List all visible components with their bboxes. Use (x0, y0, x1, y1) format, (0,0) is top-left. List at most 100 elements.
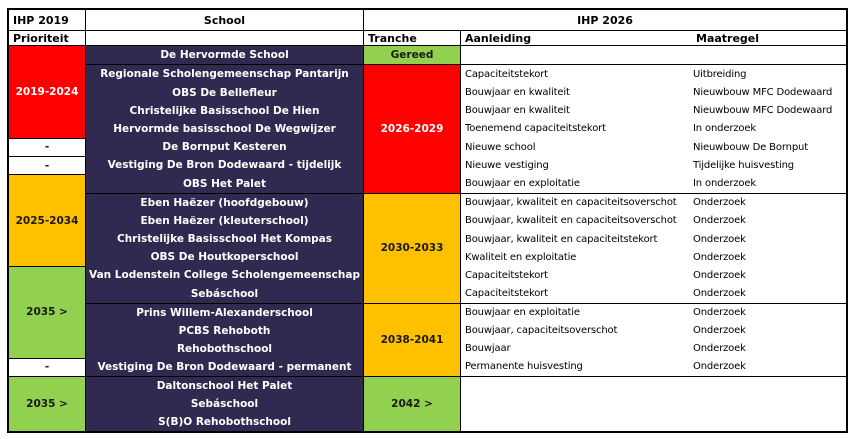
school-cell: Christelijke Basisschool De Hien (129, 104, 320, 117)
aanleiding-cell: Bouwjaar en kwaliteit (465, 105, 570, 117)
aanleiding-maatregel-row: Bouwjaar en exploitatie Onderzoek (461, 304, 846, 322)
maatregel-cell: In onderzoek (693, 178, 757, 190)
aanleiding-maatregel-row: Bouwjaar Onderzoek (461, 340, 846, 358)
aanleiding-cell: Nieuwe school (465, 141, 536, 153)
school-cell: OBS De Houtkoperschool (150, 251, 299, 264)
aanleiding-maatregel-row: Bouwjaar, kwaliteit en capaciteitstekort… (461, 230, 846, 248)
ihp-planning-table: IHP 2019 School IHP 2026 Prioriteit Tran… (7, 8, 848, 433)
header-tranche: Tranche (364, 31, 461, 46)
header-school: School (86, 10, 364, 31)
school-cell: PCBS Rehoboth (178, 324, 271, 337)
maatregel-cell: Nieuwbouw De Bornput (693, 141, 808, 153)
maatregel-cell: Onderzoek (693, 197, 746, 209)
aanleiding-cell: Bouwjaar, capaciteitsoverschot (465, 325, 618, 337)
school-cell: Daltonschool Het Palet (156, 380, 293, 392)
priority-cell: 2019-2024 (9, 46, 86, 138)
aanleiding-cell: Toenemend capaciteitstekort (465, 123, 606, 135)
priority-cell: - (9, 156, 86, 175)
aanleiding-cell: Nieuwe vestiging (465, 159, 549, 171)
aanleiding-maatregel-group (461, 46, 846, 64)
school-cell: De Bornput Kesteren (162, 141, 287, 154)
aanleiding-maatregel-row: Bouwjaar en kwaliteit Nieuwbouw MFC Dodew… (461, 102, 846, 120)
school-cell: Van Lodenstein College Scholengemeenscha… (89, 269, 360, 282)
priority-cell: 2025-2034 (9, 174, 86, 266)
aanleiding-maatregel-row: Bouwjaar, capaciteitsoverschot Onderzoek (461, 322, 846, 340)
aanleiding-cell: Capaciteitstekort (465, 68, 548, 80)
tranche-cell: 2042 > (364, 376, 461, 431)
priority-cell: 2035 > (9, 266, 86, 358)
aanleiding-cell: Bouwjaar en kwaliteit (465, 87, 570, 99)
school-cell: Rehobothschool (176, 342, 273, 355)
aanleiding-cell: Bouwjaar, kwaliteit en capaciteitstekort (465, 233, 658, 245)
school-cell: OBS Het Palet (183, 177, 266, 190)
header-maatregel: Maatregel (692, 31, 846, 46)
maatregel-cell: Onderzoek (693, 307, 746, 319)
aanleiding-maatregel-row: Nieuwe vestiging Tijdelijke huisvesting (461, 156, 846, 174)
school-cell: Hervormde basisschool De Wegwijzer (113, 122, 336, 135)
maatregel-cell: Tijdelijke huisvesting (693, 159, 794, 171)
school-cell: S(B)O Rehobothschool (158, 416, 291, 428)
school-cell: Regionale Scholengemeenschap Pantarijn (100, 68, 349, 81)
aanleiding-maatregel-row: Capaciteitstekort Onderzoek (461, 266, 846, 284)
aanleiding-maatregel-row: Bouwjaar en exploitatie In onderzoek (461, 174, 846, 192)
school-cell: Sebáschool (190, 398, 259, 410)
aanleiding-maatregel-group: Capaciteitstekort Uitbreiding Bouwjaar en … (461, 64, 846, 192)
maatregel-cell: Onderzoek (693, 215, 746, 227)
header-prioriteit: Prioriteit (9, 31, 86, 46)
aanleiding-cell: Capaciteitstekort (465, 288, 548, 300)
school-cell: De Hervormde School (160, 49, 289, 62)
aanleiding-cell: Kwaliteit en exploitatie (465, 251, 577, 263)
aanleiding-cell: Permanente huisvesting (465, 361, 583, 373)
school-cell: Christelijke Basisschool Het Kompas (117, 233, 332, 246)
aanleiding-maatregel-row (461, 395, 846, 413)
school-cell: Sebáschool (190, 287, 259, 300)
school-group: Daltonschool Het Palet Sebáschool S(B)O Re… (86, 376, 364, 431)
maatregel-cell: Onderzoek (693, 288, 746, 300)
priority-cell: 2035 > (9, 376, 86, 431)
aanleiding-maatregel-group: Bouwjaar, kwaliteit en capaciteitsoversc… (461, 192, 846, 303)
aanleiding-cell: Bouwjaar en exploitatie (465, 178, 580, 190)
aanleiding-cell: Bouwjaar, kwaliteit en capaciteitsoversc… (465, 215, 677, 227)
school-cell: Prins Willem-Alexanderschool (136, 306, 313, 319)
maatregel-cell: Nieuwbouw MFC Dodewaard (693, 105, 833, 117)
priority-cell: - (9, 137, 86, 156)
header-school-blank (86, 31, 364, 46)
school-cell: Eben Haëzer (kleuterschool) (140, 214, 309, 227)
school-group: Prins Willem-Alexanderschool PCBS Rehobot… (86, 302, 364, 376)
aanleiding-cell: Bouwjaar (465, 343, 511, 355)
aanleiding-maatregel-row: Permanente huisvesting Onderzoek (461, 358, 846, 376)
maatregel-cell: Onderzoek (693, 269, 746, 281)
header-ihp-2026: IHP 2026 (364, 10, 846, 31)
school-cell: Vestiging De Bron Dodewaard - permanent (97, 360, 352, 373)
tranche-cell: Gereed (364, 46, 461, 65)
maatregel-cell: Onderzoek (693, 361, 746, 373)
maatregel-cell: Onderzoek (693, 251, 746, 263)
aanleiding-maatregel-group: Bouwjaar en exploitatie Onderzoek Bouwjaar… (461, 302, 846, 376)
school-group: Regionale Scholengemeenschap Pantarijn OB… (86, 64, 364, 193)
maatregel-cell: Onderzoek (693, 233, 746, 245)
school-group: De Hervormde School (86, 46, 364, 65)
school-cell: Eben Haëzer (hoofdgebouw) (140, 196, 309, 209)
maatregel-cell: Uitbreiding (693, 68, 747, 80)
aanleiding-maatregel-row (461, 377, 846, 395)
tranche-cell: 2038-2041 (364, 302, 461, 376)
aanleiding-cell: Bouwjaar en exploitatie (465, 307, 580, 319)
aanleiding-maatregel-row (461, 46, 846, 64)
aanleiding-maatregel-row: Capaciteitstekort Onderzoek (461, 284, 846, 302)
maatregel-cell: Onderzoek (693, 325, 746, 337)
school-cell: Vestiging De Bron Dodewaard - tijdelijk (107, 159, 342, 172)
maatregel-cell: Nieuwbouw MFC Dodewaard (693, 87, 833, 99)
priority-cell: - (9, 357, 86, 376)
school-cell: OBS De Bellefleur (172, 86, 277, 99)
aanleiding-maatregel-row: Bouwjaar en kwaliteit Nieuwbouw MFC Dodew… (461, 84, 846, 102)
aanleiding-cell: Capaciteitstekort (465, 269, 548, 281)
tranche-cell: 2030-2033 (364, 192, 461, 303)
aanleiding-maatregel-row: Capaciteitstekort Uitbreiding (461, 65, 846, 83)
header-aanleiding: Aanleiding (461, 31, 692, 46)
maatregel-cell: In onderzoek (693, 123, 757, 135)
header-ihp-2019: IHP 2019 (9, 10, 86, 31)
aanleiding-maatregel-row: Bouwjaar, kwaliteit en capaciteitsoversc… (461, 212, 846, 230)
aanleiding-cell: Bouwjaar, kwaliteit en capaciteitsoversc… (465, 197, 677, 209)
aanleiding-maatregel-group (461, 376, 846, 431)
aanleiding-maatregel-row: Kwaliteit en exploitatie Onderzoek (461, 248, 846, 266)
